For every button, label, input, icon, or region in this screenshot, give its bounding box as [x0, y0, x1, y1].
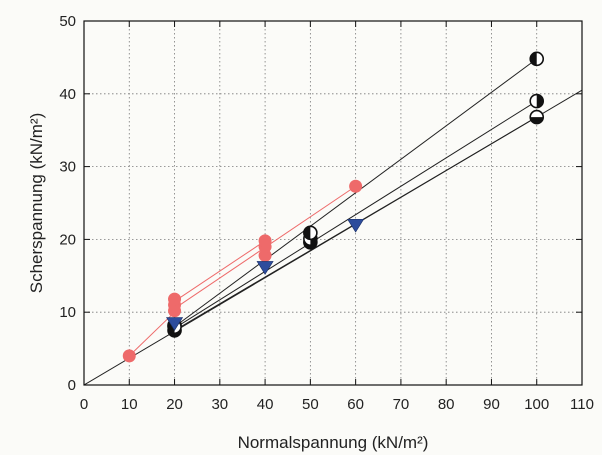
series-line	[174, 100, 537, 329]
data-points	[122, 51, 545, 363]
x-tick-label: 20	[166, 396, 183, 413]
x-tick-label: 100	[524, 396, 549, 413]
axis-ticks: 0 10 20 30 40 50 60 70 80 90 100 110 0 10 20 30 40 50	[59, 13, 594, 413]
x-tick-label: 80	[438, 396, 455, 413]
x-tick-label: 10	[121, 396, 138, 413]
series-line	[174, 58, 538, 328]
x-tick-label: 30	[211, 396, 228, 413]
series-line	[174, 240, 266, 302]
data-point-red-circle	[122, 349, 136, 363]
y-tick-label: 10	[59, 304, 76, 321]
series-line	[128, 311, 175, 357]
x-tick-label: 70	[393, 396, 410, 413]
x-tick-label: 60	[347, 396, 364, 413]
x-tick-label: 90	[483, 396, 500, 413]
data-point-blue-triangle	[347, 218, 365, 233]
y-tick-label: 50	[59, 13, 76, 30]
x-tick-label: 110	[570, 396, 594, 413]
data-point-half-circle	[529, 51, 545, 67]
data-point-blue-triangle	[166, 317, 184, 331]
data-point-red-circle	[258, 234, 272, 248]
y-tick-label: 40	[59, 86, 76, 103]
y-axis-title: Scherspannung (kN/m²)	[27, 113, 46, 293]
plot-area	[84, 21, 582, 385]
data-point-half-circle	[529, 109, 545, 125]
y-tick-label: 20	[59, 231, 76, 248]
x-axis-title: Normalspannung (kN/m²)	[238, 433, 429, 452]
x-tick-label: 0	[80, 396, 88, 413]
plot-frame	[83, 20, 583, 386]
data-point-red-circle	[168, 292, 182, 306]
x-tick-label: 40	[257, 396, 274, 413]
grid-lines	[84, 21, 582, 385]
data-point-blue-triangle	[256, 261, 274, 275]
y-tick-label: 0	[68, 377, 76, 394]
x-tick-label: 50	[302, 396, 319, 413]
y-tick-label: 30	[59, 159, 76, 176]
data-point-red-circle	[349, 179, 363, 193]
data-point-half-circle	[529, 93, 545, 109]
data-point-half-circle	[303, 225, 318, 241]
